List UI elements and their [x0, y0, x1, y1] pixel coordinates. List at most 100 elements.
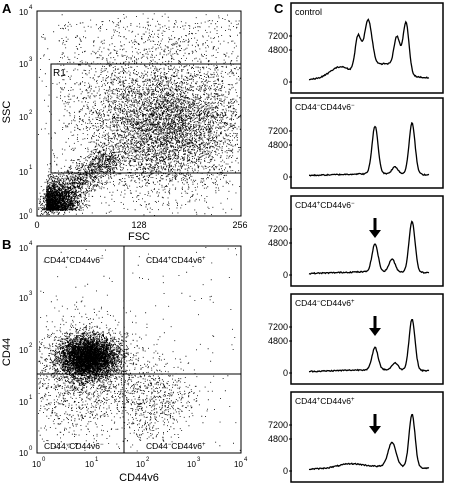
- y-tick-base: 10: [19, 449, 28, 458]
- panel-a-y-tick: 10 3: [19, 57, 33, 69]
- panel-a-y-ticks: 10 0 10 1 10 2 10 3 10 4: [19, 5, 33, 221]
- histogram-trace: [308, 18, 430, 81]
- panel-b-x-tick: 10 3: [187, 457, 201, 469]
- panel-b-y-tick: 10 3: [19, 291, 33, 303]
- histogram-frame: [290, 2, 444, 94]
- histogram-y-tick: 4800: [268, 434, 288, 444]
- panel-b-x-ticks: 10 0 10 1 10 2 10 3 10 4: [32, 457, 248, 469]
- panel-b-y-tick: 10 2: [19, 343, 33, 355]
- histogram-label: CD44−CD44v6+: [295, 298, 355, 308]
- histogram-y-tick: 0: [283, 172, 288, 182]
- panel-b-quadrant-ll-label: CD44−CD44v6−: [44, 441, 104, 451]
- histogram-y-tick: 7200: [268, 126, 288, 136]
- x-tick-base: 10: [32, 460, 41, 469]
- histogram-y-tick: 7200: [268, 224, 288, 234]
- panel-a-y-tick: 10 1: [19, 165, 33, 177]
- histogram-y-tick: 7200: [268, 420, 288, 430]
- panel-b-x-tick: 10 4: [234, 457, 248, 469]
- y-tick-exp: 2: [29, 110, 33, 116]
- panel-c-letter: C: [274, 1, 284, 16]
- panel-a-plot: R1: [36, 10, 242, 217]
- y-tick-base: 10: [19, 212, 28, 221]
- panel-a-x-tick: 0: [34, 220, 39, 230]
- y-tick-exp: 3: [29, 291, 33, 297]
- panel-b-y-tick: 10 0: [19, 446, 33, 458]
- panel-b-y-ticks: 10 0 10 1 10 2 10 3 10 4: [19, 241, 33, 458]
- arrow-icon: [369, 218, 381, 238]
- x-tick-base: 10: [85, 460, 94, 469]
- y-tick-base: 10: [19, 346, 28, 355]
- panel-a-y-tick: 10 0: [19, 209, 33, 221]
- y-tick-base: 10: [19, 168, 28, 177]
- arrow-icon: [369, 414, 381, 434]
- panel-b-y-tick: 10 4: [19, 241, 33, 253]
- histogram-frame: [290, 97, 444, 189]
- y-tick-exp: 2: [29, 343, 33, 349]
- x-tick-exp: 1: [95, 457, 99, 463]
- y-tick-exp: 1: [29, 395, 33, 401]
- panel-b-x-tick: 10 2: [136, 457, 150, 469]
- panel-a-frame: [36, 10, 242, 217]
- histogram-label: CD44−CD44v6−: [295, 102, 355, 112]
- panel-a-x-tick: 256: [232, 220, 247, 230]
- y-tick-base: 10: [19, 60, 28, 69]
- panel-a-y-tick: 10 4: [19, 5, 33, 17]
- histogram-frame: [290, 293, 444, 385]
- histogram-label: control: [295, 7, 322, 17]
- y-tick-exp: 3: [29, 57, 33, 63]
- histogram-y-tick: 4800: [268, 45, 288, 55]
- histogram-panel: control 7200 4800 0: [268, 2, 444, 94]
- y-tick-exp: 4: [29, 241, 33, 247]
- panel-a-y-title: SSC: [1, 101, 13, 124]
- panel-b-x-title: CD44v6: [119, 472, 159, 484]
- panel-b-scatter-dots: [38, 247, 241, 452]
- x-tick-exp: 2: [146, 457, 150, 463]
- histogram-y-tick: 7200: [268, 322, 288, 332]
- x-tick-base: 10: [234, 460, 243, 469]
- y-tick-exp: 1: [29, 165, 33, 171]
- panel-a-letter: A: [2, 1, 12, 16]
- y-tick-exp: 4: [29, 5, 33, 11]
- panel-b-quadrant-lr-label: CD44−CD44v6+: [146, 441, 206, 451]
- panel-a-gate-r1: [50, 63, 242, 174]
- panel-a-y-tick: 10 2: [19, 110, 33, 122]
- x-tick-exp: 0: [42, 457, 46, 463]
- histogram-y-tick: 0: [283, 270, 288, 280]
- panel-b-x-tick: 10 1: [85, 457, 99, 469]
- histogram-panel: CD44+CD44v6− 7200 4800 0: [268, 195, 444, 287]
- histogram-y-tick: 0: [283, 77, 288, 87]
- histogram-y-tick: 7200: [268, 31, 288, 41]
- x-tick-base: 10: [136, 460, 145, 469]
- panel-c-histograms: control 7200 4800 0 CD44−CD44v6− 7200 4800 0 CD4…: [268, 2, 444, 483]
- panel-b-x-tick: 10 0: [32, 457, 46, 469]
- histogram-frame: [290, 391, 444, 483]
- y-tick-exp: 0: [29, 446, 33, 452]
- arrow-icon: [369, 316, 381, 336]
- histogram-frame: [290, 195, 444, 287]
- histogram-trace: [309, 121, 430, 177]
- panel-a-gate-label: R1: [53, 68, 66, 79]
- x-tick-exp: 3: [197, 457, 201, 463]
- y-tick-base: 10: [19, 244, 28, 253]
- y-tick-base: 10: [19, 294, 28, 303]
- panel-a-x-tick: 128: [131, 220, 146, 230]
- histogram-panel: CD44−CD44v6+ 7200 4800 0: [268, 293, 444, 385]
- histogram-y-tick: 0: [283, 368, 288, 378]
- histogram-trace: [308, 220, 430, 275]
- x-tick-exp: 4: [244, 457, 248, 463]
- panel-b-quadrant-ur-label: CD44+CD44v6+: [146, 255, 206, 265]
- histogram-panel: CD44−CD44v6− 7200 4800 0: [268, 97, 444, 189]
- panel-b-letter: B: [2, 237, 11, 252]
- histogram-panel: CD44+CD44v6+ 7200 4800 0: [268, 391, 444, 483]
- panel-b-event-dots: [38, 247, 241, 452]
- panel-b-plot: [36, 245, 242, 454]
- histogram-y-tick: 0: [283, 466, 288, 476]
- y-tick-base: 10: [19, 8, 28, 17]
- histogram-trace: [308, 413, 430, 471]
- y-tick-base: 10: [19, 398, 28, 407]
- panel-b-quadrant-ul-label: CD44+CD44v6−: [44, 255, 104, 265]
- histogram-y-tick: 4800: [268, 238, 288, 248]
- panel-b-y-tick: 10 1: [19, 395, 33, 407]
- x-tick-base: 10: [187, 460, 196, 469]
